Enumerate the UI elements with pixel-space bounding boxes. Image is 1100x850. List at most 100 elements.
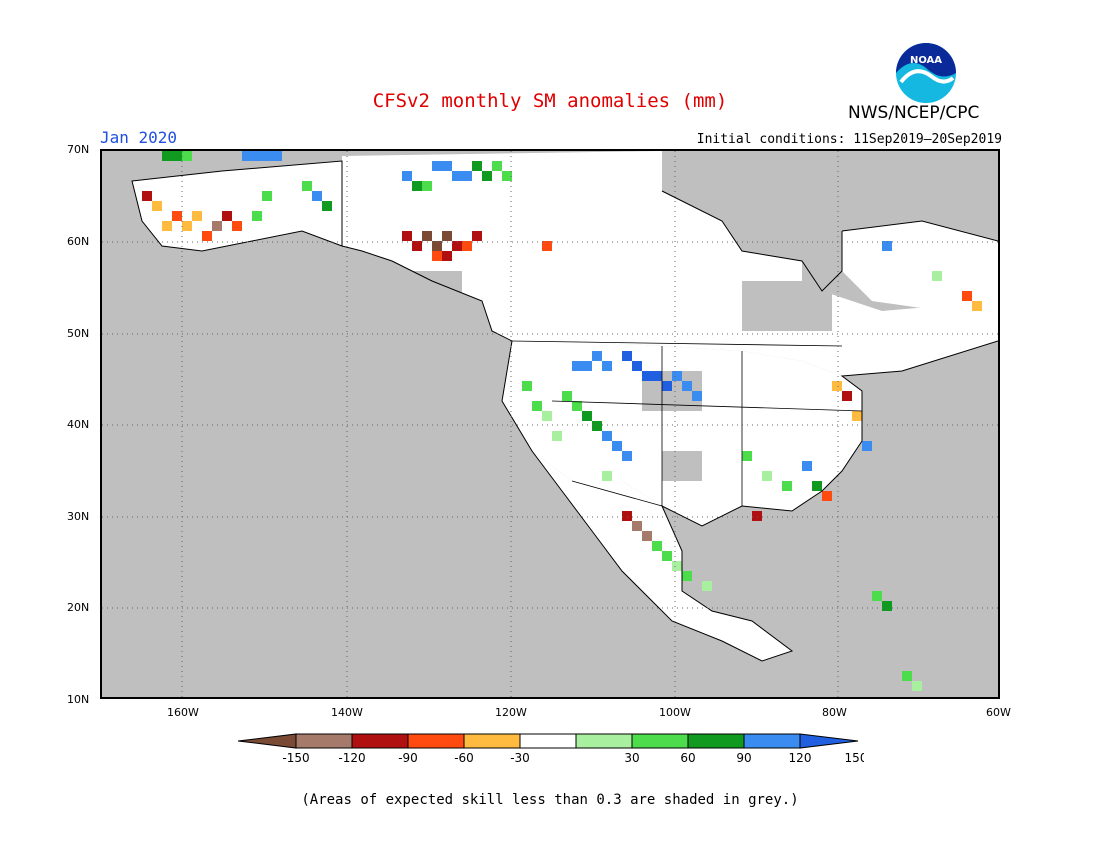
anomaly-cell [302, 181, 312, 191]
anomaly-cell [912, 681, 922, 691]
anomaly-cell [582, 411, 592, 421]
anomaly-cell [322, 201, 332, 211]
colorbar-label: 90 [736, 751, 751, 765]
lat-label: 70N [67, 143, 90, 156]
anomaly-cell [452, 171, 462, 181]
anomaly-cell [172, 151, 182, 161]
anomaly-cell [542, 241, 552, 251]
colorbar-segment [295, 733, 353, 749]
colorbar-arrow-left [238, 733, 297, 749]
anomaly-cell [652, 371, 662, 381]
anomaly-cell [442, 161, 452, 171]
anomaly-cell [622, 351, 632, 361]
anomaly-cell [442, 231, 452, 241]
logo-text: NOAA [910, 55, 942, 66]
anomaly-cell [262, 191, 272, 201]
agency-label: NWS/NCEP/CPC [848, 103, 980, 123]
anomaly-cell [472, 161, 482, 171]
anomaly-cell [402, 231, 412, 241]
gridlines [102, 151, 998, 697]
anomaly-cell [442, 251, 452, 261]
anomaly-cell [962, 291, 972, 301]
lat-label: 40N [67, 418, 90, 431]
anomaly-cell [542, 411, 552, 421]
coastlines [131, 160, 998, 662]
canada-land [342, 151, 998, 376]
colorbar-label: -120 [338, 751, 365, 765]
anomaly-cell [422, 231, 432, 241]
anomaly-cell [552, 431, 562, 441]
anomaly-cell [162, 151, 172, 161]
anomaly-cell [472, 231, 482, 241]
lon-label: 160W [167, 706, 199, 719]
anomaly-cell [642, 371, 652, 381]
anomaly-cell [212, 221, 222, 231]
anomaly-cell [432, 241, 442, 251]
colorbar-segment [351, 733, 409, 749]
anomaly-cell [632, 521, 642, 531]
anomaly-cell [152, 201, 162, 211]
anomaly-cell [612, 441, 622, 451]
map-panel [100, 149, 1000, 699]
anomaly-cell [242, 151, 252, 161]
colorbar-label: 120 [789, 751, 812, 765]
anomaly-cell [602, 361, 612, 371]
anomaly-cell [272, 151, 282, 161]
anomaly-cell [932, 271, 942, 281]
colorbar-segment [575, 733, 633, 749]
anomaly-cell [782, 481, 792, 491]
anomaly-cell [872, 591, 882, 601]
anomaly-cell [622, 511, 632, 521]
colorbar-segment [463, 733, 521, 749]
anomaly-cell [702, 581, 712, 591]
anomaly-cell [762, 471, 772, 481]
anomaly-cell [972, 301, 982, 311]
anomaly-cell [642, 531, 652, 541]
colorbar-label: 60 [680, 751, 695, 765]
footer-note: (Areas of expected skill less than 0.3 a… [301, 792, 799, 808]
month-label: Jan 2020 [100, 128, 178, 147]
anomaly-cell [182, 151, 192, 161]
anomaly-cell [182, 221, 192, 231]
anomaly-cell [162, 221, 172, 231]
anomaly-cell [532, 401, 542, 411]
anomaly-cell [692, 391, 702, 401]
anomaly-cell [682, 571, 692, 581]
lat-label: 60N [67, 235, 90, 248]
lat-label: 50N [67, 327, 90, 340]
anomaly-cell [582, 361, 592, 371]
anomaly-cell [862, 441, 872, 451]
lat-label: 10N [67, 693, 90, 706]
colorbar-segment [743, 733, 801, 749]
anomaly-cell [812, 481, 822, 491]
colorbar-arrow-right [799, 733, 859, 749]
anomaly-cell [662, 381, 672, 391]
map-canvas [102, 151, 998, 697]
anomaly-cell [432, 251, 442, 261]
anomaly-cell [662, 551, 672, 561]
anomaly-cell [192, 211, 202, 221]
initial-conditions: Initial conditions: 11Sep2019–20Sep2019 [696, 132, 1002, 147]
colorbar-segment [631, 733, 689, 749]
borders [341, 161, 863, 507]
colorbar-segment [407, 733, 465, 749]
anomaly-cell [802, 461, 812, 471]
lon-label: 80W [822, 706, 847, 719]
anomaly-cell [232, 221, 242, 231]
lon-label: 120W [495, 706, 527, 719]
anomaly-cell [422, 181, 432, 191]
colorbar: -150 -120 -90 -60 -30 30 60 90 120 150 [238, 733, 864, 765]
anomaly-cell [672, 371, 682, 381]
anomaly-cell [592, 421, 602, 431]
anomaly-cell [822, 491, 832, 501]
lat-label: 20N [67, 601, 90, 614]
anomaly-cell [142, 191, 152, 201]
anomaly-cell [432, 161, 442, 171]
anomaly-cell [412, 241, 422, 251]
anomaly-cell [842, 391, 852, 401]
anomaly-cell [222, 211, 232, 221]
anomaly-cell [562, 391, 572, 401]
anomaly-cell [482, 171, 492, 181]
grey-skill-layer [402, 251, 842, 481]
anomaly-cell [262, 151, 272, 161]
